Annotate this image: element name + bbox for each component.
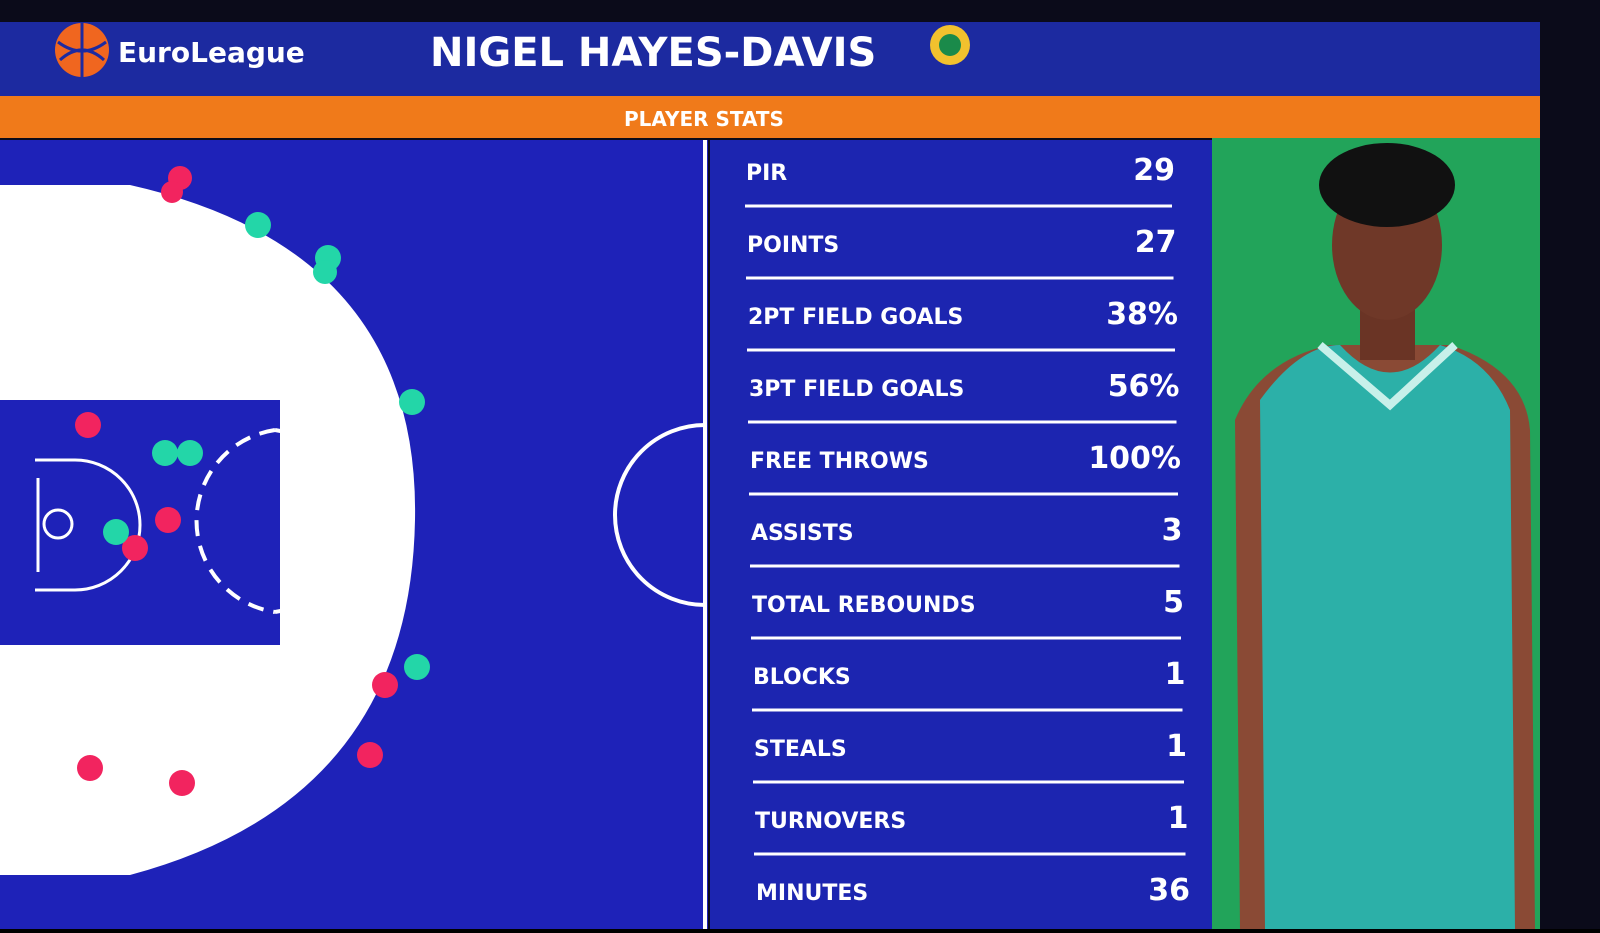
made-shot [103, 519, 129, 545]
stat-label: FREE THROWS [750, 449, 929, 474]
stat-label: STEALS [754, 737, 847, 762]
stat-value: 27 [1135, 225, 1177, 260]
stat-label: PIR [746, 161, 787, 186]
missed-shot [372, 672, 398, 698]
stat-label: 2PT FIELD GOALS [748, 305, 963, 330]
shot-markers [75, 166, 430, 796]
stat-value: 56% [1108, 369, 1180, 404]
stats-panel [710, 140, 1215, 929]
stat-label: TURNOVERS [755, 809, 906, 834]
missed-shot [75, 412, 101, 438]
banner-title: PLAYER STATS [624, 107, 784, 131]
top-bar [0, 22, 1540, 98]
jersey [1260, 345, 1515, 929]
stat-value: 36 [1148, 873, 1190, 908]
center-circle [613, 423, 706, 607]
made-shot [152, 440, 178, 466]
stat-label: BLOCKS [753, 665, 851, 690]
made-shot [245, 212, 271, 238]
missed-shot [169, 770, 195, 796]
stat-value: 29 [1133, 153, 1175, 188]
made-shot [177, 440, 203, 466]
missed-shot [155, 507, 181, 533]
banner-bar [0, 96, 1540, 138]
stat-value: 5 [1163, 585, 1184, 620]
stat-label: MINUTES [756, 881, 868, 906]
stat-value: 1 [1168, 801, 1189, 836]
made-shot [404, 654, 430, 680]
rim [42, 508, 74, 540]
stats-list: PIR 29 POINTS 27 2PT FIELD GOALS 38% 3PT FIELD… [745, 153, 1190, 908]
stat-value: 1 [1165, 657, 1186, 692]
player-name: NIGEL HAYES-DAVIS [430, 30, 876, 76]
stat-label: ASSISTS [751, 521, 854, 546]
stat-label: POINTS [747, 233, 839, 258]
stat-label: TOTAL REBOUNDS [752, 593, 976, 618]
brand: EuroLeague [118, 36, 305, 69]
missed-shot [77, 755, 103, 781]
logo-lines [57, 23, 107, 77]
stat-value: 3 [1162, 513, 1183, 548]
ft-circle-dashed [194, 428, 276, 614]
missed-shot [357, 742, 383, 768]
stat-value: 100% [1088, 441, 1181, 476]
stat-value: 38% [1106, 297, 1178, 332]
player-photo [1235, 143, 1535, 929]
made-shot [399, 389, 425, 415]
missed-shot [161, 181, 183, 203]
team-logo-inner [939, 34, 961, 56]
made-shot [313, 260, 337, 284]
ft-circle [274, 428, 356, 614]
jersey-collar [1317, 341, 1458, 411]
restricted-area [35, 458, 142, 592]
missed-shot [122, 535, 148, 561]
hair [1319, 143, 1455, 227]
stat-label: 3PT FIELD GOALS [749, 377, 964, 402]
stat-value: 1 [1166, 729, 1187, 764]
